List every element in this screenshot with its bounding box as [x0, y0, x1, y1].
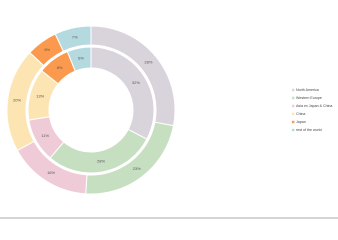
legend-label: Japan [296, 120, 306, 124]
legend-label: Asia ex Japan & China [296, 104, 332, 108]
donut-segment [66, 46, 92, 72]
donut-segment [54, 25, 92, 52]
legend-label: China [296, 112, 305, 116]
value-label: 20% [13, 98, 21, 103]
legend-label: Western Europe [296, 96, 322, 100]
legend-swatch [292, 128, 295, 132]
legend-swatch [292, 96, 295, 100]
value-label: 6% [78, 56, 84, 61]
legend-swatch [292, 120, 295, 124]
value-label: 23% [133, 166, 141, 171]
value-label: 28% [97, 159, 105, 164]
value-label: 16% [47, 170, 55, 175]
value-label: 28% [144, 60, 152, 65]
value-label: 32% [132, 80, 140, 85]
value-label: 7% [72, 34, 78, 39]
value-label: 6% [44, 47, 50, 52]
value-label: 8% [57, 65, 63, 70]
chart: 28% 23% 16% 20% 6% 7% 32% 28% 11% 13% 8% 6% North Am… [0, 25, 338, 219]
legend-label: rest of the world [296, 128, 322, 132]
legend-swatch [292, 104, 295, 108]
value-label: 13% [36, 94, 44, 99]
legend-swatch [292, 112, 295, 116]
value-label: 11% [41, 133, 49, 138]
legend-label: North America [296, 88, 319, 92]
legend-swatch [292, 88, 295, 92]
